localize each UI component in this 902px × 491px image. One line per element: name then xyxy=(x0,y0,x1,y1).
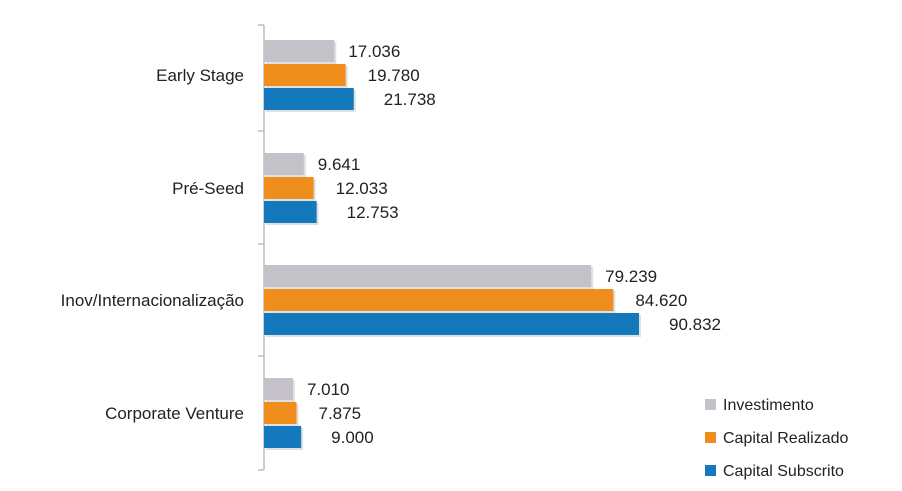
data-label: 84.620 xyxy=(635,291,687,310)
data-label: 9.641 xyxy=(318,155,361,174)
bar xyxy=(264,265,592,287)
bar xyxy=(264,177,314,199)
legend-label: Investimento xyxy=(723,397,814,414)
data-label: 79.239 xyxy=(605,267,657,286)
bar xyxy=(264,313,639,335)
data-label: 19.780 xyxy=(368,66,420,85)
legend-swatch xyxy=(705,465,716,476)
bar xyxy=(264,201,317,223)
data-label: 90.832 xyxy=(669,315,721,334)
data-labels-group: 17.036 19.780 21.738 9.641 12.033 12.753 79.23… xyxy=(307,42,721,447)
category-labels-group: Early Stage Pré-Seed Inov/Internacionaliza… xyxy=(61,66,244,423)
data-label: 12.753 xyxy=(347,203,399,222)
bar-series-group xyxy=(264,40,641,450)
data-label: 12.033 xyxy=(336,179,388,198)
bar xyxy=(264,64,346,86)
bar xyxy=(264,378,293,400)
data-label: 7.875 xyxy=(319,404,362,423)
legend-swatch xyxy=(705,399,716,410)
legend: Investimento Capital Realizado Capital Sub… xyxy=(705,397,849,480)
category-axis xyxy=(258,24,265,471)
data-label: 17.036 xyxy=(348,42,400,61)
bar xyxy=(264,426,302,448)
category-label: Inov/Internacionalização xyxy=(61,291,244,310)
category-label: Corporate Venture xyxy=(105,404,244,423)
data-label: 21.738 xyxy=(384,90,436,109)
bar xyxy=(264,289,614,311)
bar xyxy=(264,153,304,175)
bar xyxy=(264,402,297,424)
category-label: Early Stage xyxy=(156,66,244,85)
data-label: 7.010 xyxy=(307,380,350,399)
legend-label: Capital Subscrito xyxy=(723,463,844,480)
data-label: 9.000 xyxy=(331,428,374,447)
category-label: Pré-Seed xyxy=(172,179,244,198)
legend-label: Capital Realizado xyxy=(723,430,849,447)
bar xyxy=(264,40,335,62)
legend-swatch xyxy=(705,432,716,443)
bar xyxy=(264,88,354,110)
